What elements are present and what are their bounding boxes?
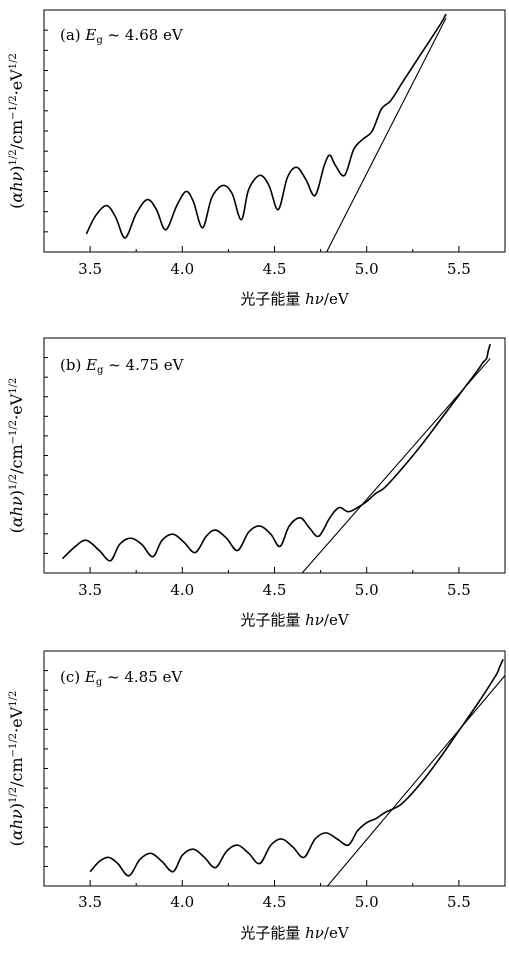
chart-panel-c: 3.5 4.0 4.5 5.0 5.5 (c) Eg ~ 4.85 eV (αhν)1/2/… [0, 638, 509, 957]
panel-annotation: (b) Eg ~ 4.75 eV [60, 356, 185, 376]
panel-annotation: (c) Eg ~ 4.85 eV [60, 668, 183, 688]
x-tick-label: 5.5 [447, 260, 471, 278]
absorption-curve [89, 658, 504, 877]
x-tick-label: 4.5 [263, 581, 287, 599]
chart-panel-a: 3.5 4.0 4.5 5.0 5.5 (a) Eg ~ 4.68 eV (αhν)1/2/… [0, 0, 509, 320]
x-tick-label: 4.0 [170, 893, 194, 911]
x-tick-label: 4.5 [263, 260, 287, 278]
x-tick-label: 3.5 [78, 260, 102, 278]
x-tick-label: 4.0 [170, 260, 194, 278]
tangent-fit-line [326, 675, 505, 886]
chart-panel-b: 3.5 4.0 4.5 5.0 5.5 (b) Eg ~ 4.75 eV (αhν)1/2/… [0, 320, 509, 638]
x-tick-label: 5.0 [355, 893, 379, 911]
x-tick-label: 5.5 [447, 893, 471, 911]
x-axis-label: 光子能量 hν/eV [240, 611, 349, 629]
chart-svg-b: 3.5 4.0 4.5 5.0 5.5 (b) Eg ~ 4.75 eV (αhν)1/2/… [7, 337, 506, 629]
x-tick-label: 5.0 [355, 260, 379, 278]
plot-frame [43, 650, 506, 887]
x-tick-label: 4.0 [170, 581, 194, 599]
y-axis-label: (αhν)1/2/cm−1/2·eV1/2 [7, 378, 26, 534]
chart-svg-a: 3.5 4.0 4.5 5.0 5.5 (a) Eg ~ 4.68 eV (αhν)1/2/… [7, 9, 506, 308]
absorption-curve [85, 13, 447, 239]
tangent-fit-line [326, 17, 447, 252]
y-axis-label: (αhν)1/2/cm−1/2·eV1/2 [7, 691, 26, 847]
x-tick-label: 3.5 [78, 893, 102, 911]
x-tick-label: 5.0 [355, 581, 379, 599]
chart-svg-c: 3.5 4.0 4.5 5.0 5.5 (c) Eg ~ 4.85 eV (αhν)1/2/… [7, 650, 506, 942]
plot-frame [43, 9, 506, 253]
x-tick-label: 3.5 [78, 581, 102, 599]
absorption-curve [61, 343, 492, 562]
y-axis-label: (αhν)1/2/cm−1/2·eV1/2 [7, 53, 26, 209]
x-axis-label: 光子能量 hν/eV [240, 924, 349, 942]
x-axis-label: 光子能量 hν/eV [240, 290, 349, 308]
x-tick-label: 4.5 [263, 893, 287, 911]
x-tick-label: 5.5 [447, 581, 471, 599]
tangent-fit-line [301, 358, 491, 573]
panel-annotation: (a) Eg ~ 4.68 eV [60, 26, 184, 46]
